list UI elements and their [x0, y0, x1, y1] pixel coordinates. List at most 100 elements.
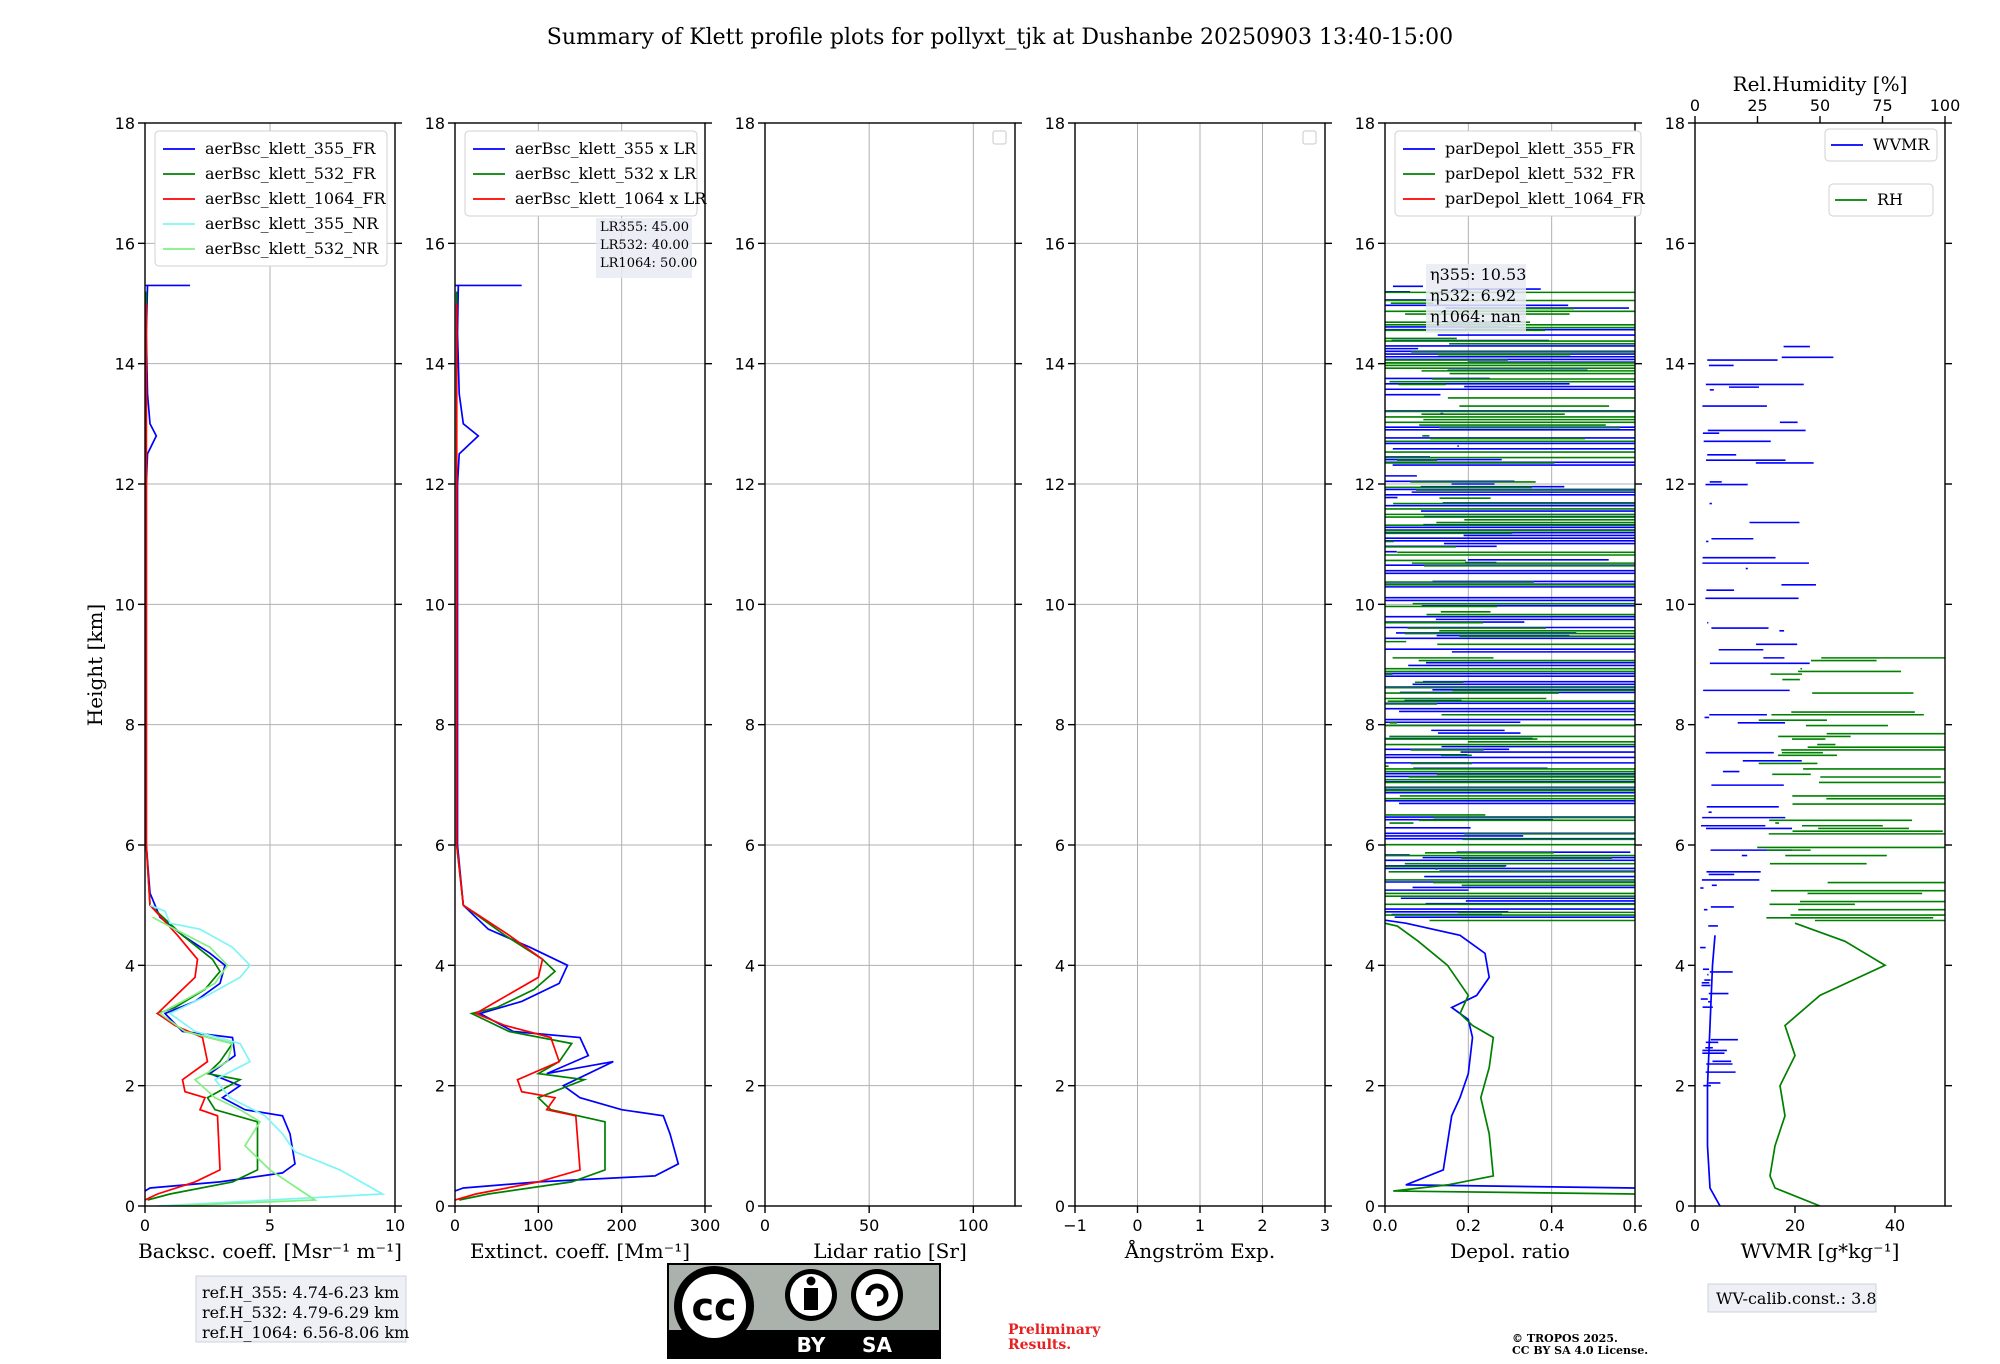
- series-line-aerBsc_klett_532_FR: [145, 291, 259, 1201]
- legend-label: aerBsc_klett_532_FR: [205, 164, 376, 183]
- y-tick-label: 14: [1045, 355, 1065, 374]
- top-tick-label: 25: [1747, 96, 1767, 115]
- top-tick-label: 75: [1872, 96, 1892, 115]
- info-box-bg: [1426, 264, 1526, 333]
- axes-frame: [1694, 122, 1946, 1207]
- y-tick-label: 12: [735, 475, 755, 494]
- y-tick-label: 16: [1355, 234, 1375, 253]
- top-tick-label: 50: [1810, 96, 1830, 115]
- y-tick-label: 16: [425, 234, 445, 253]
- x-axis-label: Extinct. coeff. [Mm⁻¹]: [470, 1239, 690, 1263]
- x-axis-label: Lidar ratio [Sr]: [813, 1239, 967, 1263]
- legend-label: parDepol_klett_532_FR: [1445, 164, 1636, 183]
- legend-label: aerBsc_klett_355_FR: [205, 139, 376, 158]
- x-tick-label: 0: [450, 1216, 460, 1235]
- x-tick-label: 300: [690, 1216, 721, 1235]
- series-group-ext: [455, 284, 680, 1201]
- license-badge: cc BY SA: [667, 1263, 941, 1359]
- x-axis-label: Depol. ratio: [1450, 1239, 1570, 1263]
- y-tick-label: 10: [1045, 595, 1065, 614]
- x-tick-label: 0: [1132, 1216, 1142, 1235]
- panel-bsc: 0 5 10 0 2 4 6 8 10 12 14 16 18 Backsc. coeff. [Msr⁻¹…: [115, 114, 406, 1263]
- x-tick-label: −1: [1063, 1216, 1087, 1235]
- y-tick-label: 14: [1355, 355, 1375, 374]
- legend-box: [1828, 183, 1934, 217]
- y-tick-label: 14: [1665, 355, 1685, 374]
- y-tick-label: 10: [1665, 595, 1685, 614]
- y-tick-label: 18: [1665, 114, 1685, 133]
- y-tick-label: 4: [435, 956, 445, 975]
- x-tick-label: 0: [760, 1216, 770, 1235]
- y-tick-label: 0: [1365, 1197, 1375, 1216]
- license-sa: SA: [862, 1333, 892, 1357]
- top-tick-label: 100: [1930, 96, 1961, 115]
- legend-label: aerBsc_klett_355_NR: [205, 214, 379, 233]
- y-tick-label: 2: [1365, 1077, 1375, 1096]
- series-line-parDepol_klett_532_FR: [1385, 922, 1635, 1195]
- sa-icon: [865, 1283, 889, 1307]
- info-box-line: η532: 6.92: [1430, 286, 1516, 305]
- y-tick-label: 14: [735, 355, 755, 374]
- series-line-aerBsc_klett_355_FR: [145, 285, 296, 1192]
- y-tick-label: 18: [1045, 114, 1065, 133]
- y-tick-label: 12: [115, 475, 135, 494]
- top-tick-label: 0: [1690, 96, 1700, 115]
- y-tick-label: 6: [125, 836, 135, 855]
- panel-ext: 0 100 200 300 0 2 4 6 8 10 12 14 16 18 Extinct. coeff.…: [425, 114, 721, 1263]
- ref-height-355: ref.H_355: 4.74-6.23 km: [202, 1283, 399, 1302]
- legend-label: parDepol_klett_355_FR: [1445, 139, 1636, 158]
- y-tick-label: 4: [1365, 956, 1375, 975]
- copyright-line-1: © TROPOS 2025.: [1512, 1332, 1618, 1345]
- y-tick-label: 2: [1675, 1077, 1685, 1096]
- x-tick-label: 100: [523, 1216, 554, 1235]
- y-tick-label: 4: [1055, 956, 1065, 975]
- top-axis-label: Rel.Humidity [%]: [1733, 72, 1908, 96]
- y-tick-label: 2: [745, 1077, 755, 1096]
- info-box-line: η355: 10.53: [1430, 265, 1526, 284]
- x-tick-label: 5: [265, 1216, 275, 1235]
- info-box-ext: LR355: 45.00 LR532: 40.00 LR1064: 50.00: [596, 218, 697, 278]
- x-tick-label: 1: [1195, 1216, 1205, 1235]
- legend-depol: parDepol_klett_355_FR parDepol_klett_532_…: [1394, 130, 1646, 217]
- y-tick-label: 6: [435, 836, 445, 855]
- y-tick-label: 12: [1355, 475, 1375, 494]
- cc-logo: cc: [691, 1285, 736, 1329]
- by-icon: [806, 1276, 816, 1286]
- series-line-aerBsc_klett_532_NR: [152, 916, 318, 1206]
- legend-bsc: aerBsc_klett_355_FR aerBsc_klett_532_FRae…: [154, 130, 388, 267]
- license-by: BY: [797, 1333, 826, 1357]
- y-tick-label: 14: [115, 355, 135, 374]
- y-tick-label: 8: [435, 716, 445, 735]
- x-tick-label: 20: [1785, 1216, 1805, 1235]
- series-group-bsc: [145, 284, 386, 1206]
- y-tick-label: 0: [745, 1197, 755, 1216]
- y-tick-label: 18: [735, 114, 755, 133]
- series-group-depol: [1385, 285, 1635, 1195]
- axes-frame: [454, 122, 706, 1207]
- x-axis-label: WVMR [g*kg⁻¹]: [1741, 1239, 1900, 1263]
- series-line-aerBsc_klett_355_NR: [149, 904, 386, 1206]
- x-tick-label: 0.2: [1456, 1216, 1481, 1235]
- y-tick-label: 0: [125, 1197, 135, 1216]
- series-line-parDepol_klett_355_FR: [1385, 919, 1635, 1189]
- x-tick-label: 0: [140, 1216, 150, 1235]
- legend-box: [464, 130, 698, 217]
- y-tick-label: 18: [1355, 114, 1375, 133]
- y-axis-label: Height [km]: [83, 604, 107, 726]
- x-tick-label: 200: [606, 1216, 637, 1235]
- x-tick-label: 2: [1257, 1216, 1267, 1235]
- y-tick-label: 8: [1055, 716, 1065, 735]
- x-tick-label: 50: [859, 1216, 879, 1235]
- y-tick-label: 16: [735, 234, 755, 253]
- y-tick-label: 12: [1665, 475, 1685, 494]
- y-tick-label: 8: [1365, 716, 1375, 735]
- x-tick-label: 10: [385, 1216, 405, 1235]
- ref-height-532: ref.H_532: 4.79-6.29 km: [202, 1303, 399, 1322]
- legend-label: aerBsc_klett_532_NR: [205, 239, 379, 258]
- legend-label: aerBsc_klett_532 x LR: [515, 164, 697, 183]
- y-tick-label: 16: [1665, 234, 1685, 253]
- x-tick-label: 0.6: [1622, 1216, 1647, 1235]
- y-tick-label: 14: [425, 355, 445, 374]
- ref-heights-box: ref.H_355: 4.74-6.23 km ref.H_532: 4.79-…: [195, 1275, 409, 1343]
